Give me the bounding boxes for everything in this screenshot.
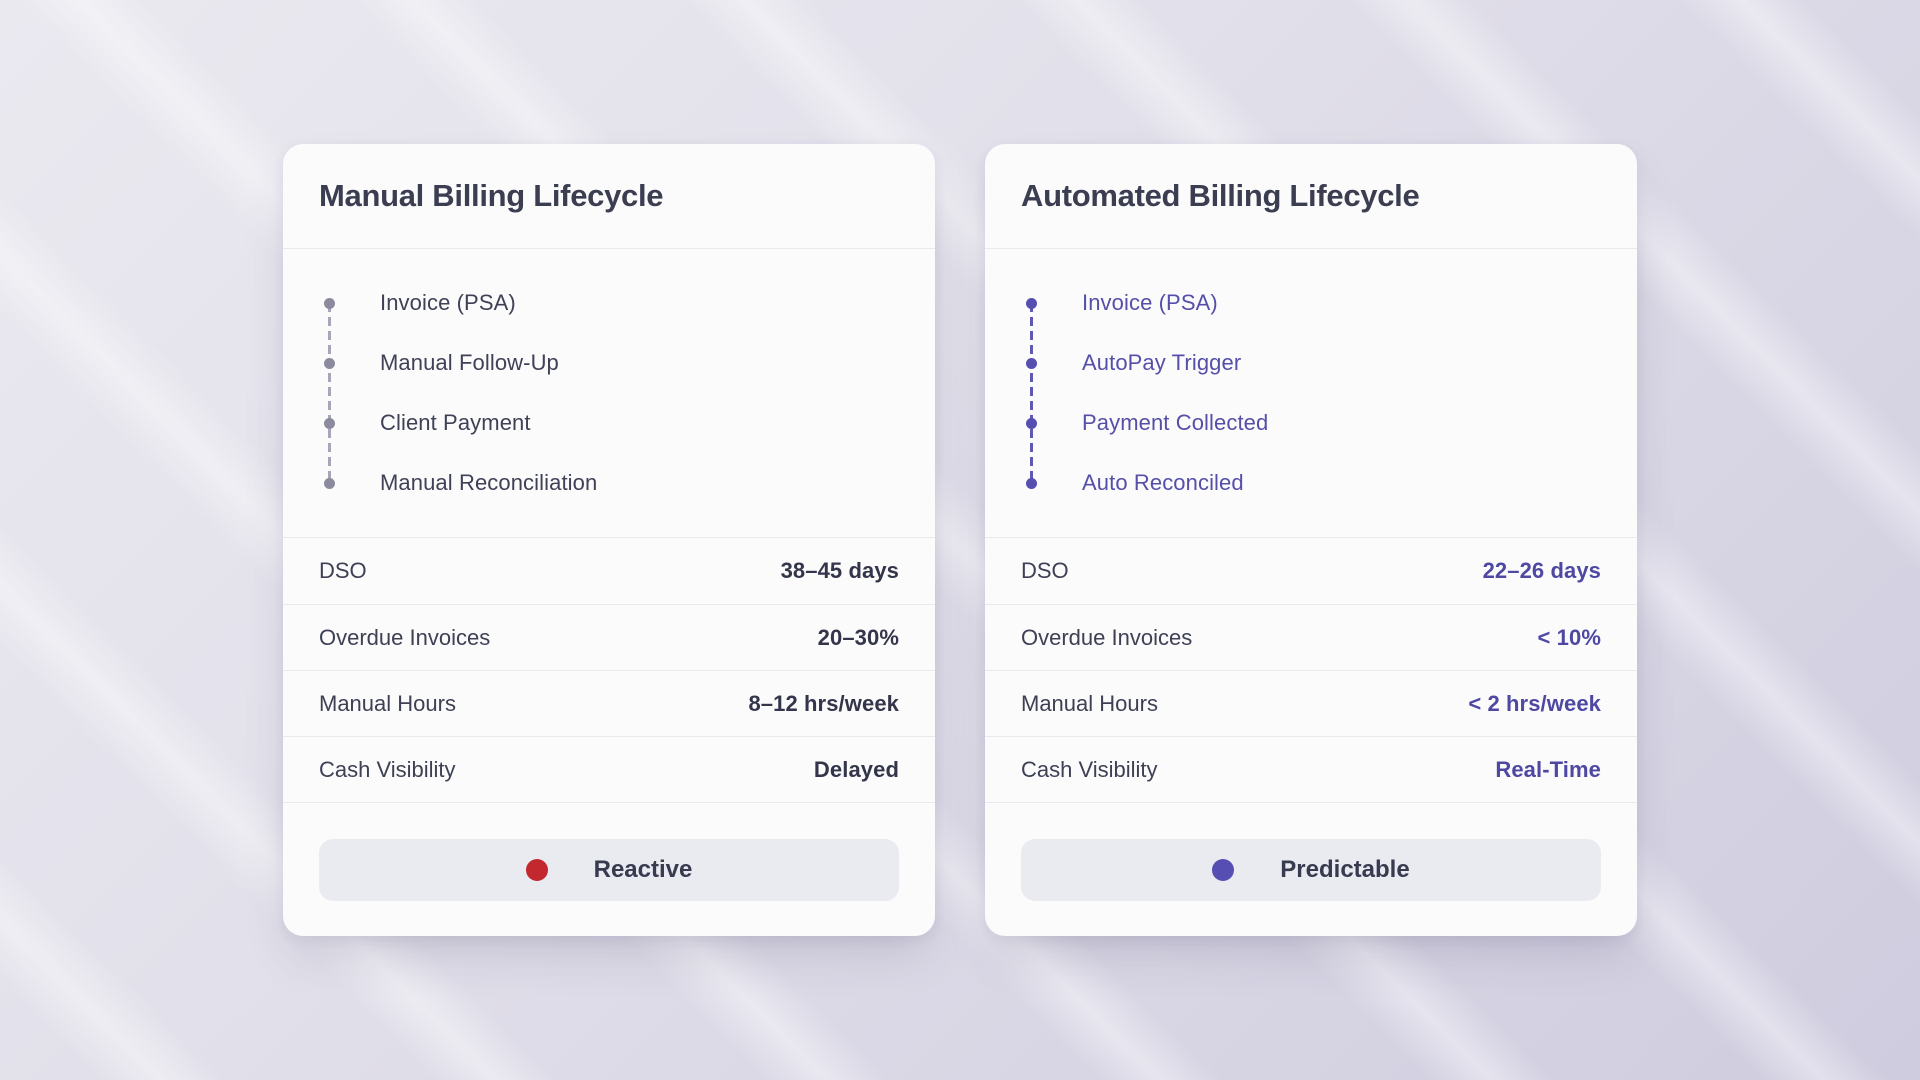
timeline-dashed-line	[328, 303, 331, 483]
stat-label: Cash Visibility	[319, 756, 456, 782]
stat-value: 20–30%	[817, 624, 899, 650]
badge-row: Predictable	[985, 803, 1637, 936]
billing-timeline: Invoice (PSA) AutoPay Trigger Payment Co…	[985, 249, 1637, 537]
stats-table: DSO 22–26 days Overdue Invoices < 10% Ma…	[985, 537, 1637, 803]
stat-row: Cash Visibility Real-Time	[985, 736, 1637, 802]
stat-value: 38–45 days	[780, 558, 899, 583]
timeline-dot-icon	[324, 477, 335, 489]
status-badge: Predictable	[1021, 838, 1601, 901]
timeline-dot-icon	[1026, 477, 1037, 489]
stat-value: Real-Time	[1495, 756, 1601, 782]
step-label: AutoPay Trigger	[1082, 350, 1242, 375]
card-title: Manual Billing Lifecycle	[319, 178, 664, 213]
timeline-dot-icon	[1026, 297, 1037, 309]
timeline-step: Auto Reconciled	[985, 453, 1637, 513]
stat-row: Overdue Invoices < 10%	[985, 604, 1637, 670]
stat-value: 8–12 hrs/week	[748, 690, 899, 716]
stat-label: DSO	[1021, 558, 1069, 583]
timeline-step: Manual Reconciliation	[283, 453, 935, 513]
status-dot-icon	[525, 858, 548, 881]
timeline-step: Invoice (PSA)	[283, 273, 935, 333]
card-title: Automated Billing Lifecycle	[1021, 178, 1420, 213]
stat-label: Cash Visibility	[1021, 756, 1158, 782]
step-label: Auto Reconciled	[1082, 470, 1244, 495]
step-label: Manual Reconciliation	[380, 470, 598, 495]
stat-label: Overdue Invoices	[319, 624, 491, 650]
stat-value: 22–26 days	[1482, 558, 1601, 583]
stat-value: < 2 hrs/week	[1468, 690, 1601, 716]
card-header: Manual Billing Lifecycle	[283, 144, 935, 249]
stat-value: Delayed	[813, 756, 899, 782]
card-header: Automated Billing Lifecycle	[985, 144, 1637, 249]
status-badge: Reactive	[319, 838, 899, 901]
timeline-dot-icon	[324, 357, 335, 369]
timeline-dot-icon	[324, 417, 335, 429]
stat-label: DSO	[319, 558, 367, 583]
timeline-dot-icon	[1026, 357, 1037, 369]
badge-row: Reactive	[283, 803, 935, 936]
timeline-step: Payment Collected	[985, 393, 1637, 453]
step-label: Payment Collected	[1082, 410, 1269, 435]
status-badge-label: Reactive	[593, 855, 693, 883]
stat-row: Cash Visibility Delayed	[283, 736, 935, 802]
stat-value: < 10%	[1537, 624, 1601, 650]
step-label: Invoice (PSA)	[1082, 290, 1218, 315]
timeline-dashed-line	[1030, 303, 1033, 483]
stat-row: Manual Hours < 2 hrs/week	[985, 670, 1637, 736]
manual-billing-card: Manual Billing Lifecycle Invoice (PSA) M…	[283, 144, 935, 936]
billing-timeline: Invoice (PSA) Manual Follow-Up Client Pa…	[283, 249, 935, 537]
timeline-dot-icon	[324, 297, 335, 309]
timeline-step: AutoPay Trigger	[985, 333, 1637, 393]
timeline-step: Manual Follow-Up	[283, 333, 935, 393]
stat-row: DSO 22–26 days	[985, 538, 1637, 604]
timeline-dot-icon	[1026, 417, 1037, 429]
stat-label: Manual Hours	[1021, 690, 1158, 716]
status-badge-label: Predictable	[1280, 855, 1410, 883]
stat-row: Overdue Invoices 20–30%	[283, 604, 935, 670]
step-label: Manual Follow-Up	[380, 350, 559, 375]
stat-row: DSO 38–45 days	[283, 538, 935, 604]
stat-label: Overdue Invoices	[1021, 624, 1193, 650]
stats-table: DSO 38–45 days Overdue Invoices 20–30% M…	[283, 537, 935, 803]
stat-label: Manual Hours	[319, 690, 456, 716]
step-label: Client Payment	[380, 410, 531, 435]
status-dot-icon	[1212, 858, 1235, 881]
timeline-step: Invoice (PSA)	[985, 273, 1637, 333]
stat-row: Manual Hours 8–12 hrs/week	[283, 670, 935, 736]
step-label: Invoice (PSA)	[380, 290, 516, 315]
automated-billing-card: Automated Billing Lifecycle Invoice (PSA…	[985, 144, 1637, 936]
timeline-step: Client Payment	[283, 393, 935, 453]
